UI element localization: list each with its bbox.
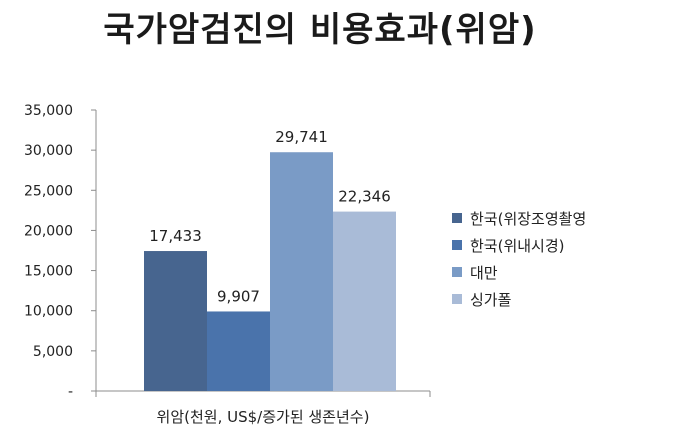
legend-label: 대만 [470,264,498,282]
y-tick-label: - [68,384,73,400]
legend-swatch [452,240,462,250]
legend-swatch [452,294,462,304]
chart-title: 국가암검진의 비용효과(위암) [103,10,537,50]
data-label: 29,741 [275,128,328,146]
legend-label: 한국(위장조영촬영 [470,210,586,228]
data-label: 9,907 [217,287,260,305]
y-tick-label: 5,000 [33,344,73,360]
data-label: 17,433 [149,227,202,245]
bar [207,311,270,391]
data-label: 22,346 [338,188,391,206]
bar [144,251,207,391]
legend-swatch [452,213,462,223]
legend-label: 한국(위내시경) [470,237,565,255]
legend-label: 싱가폴 [470,291,511,309]
y-tick-label: 15,000 [24,264,73,280]
legend-swatch [452,267,462,277]
y-tick-label: 20,000 [24,223,73,239]
bar [270,152,333,391]
x-category-label: 위암(천원, US$/증가된 생존년수) [157,408,370,426]
y-tick-label: 25,000 [24,183,73,199]
y-tick-label: 35,000 [24,103,73,119]
bar [333,211,396,391]
y-tick-label: 30,000 [24,143,73,159]
y-tick-label: 10,000 [24,304,73,320]
